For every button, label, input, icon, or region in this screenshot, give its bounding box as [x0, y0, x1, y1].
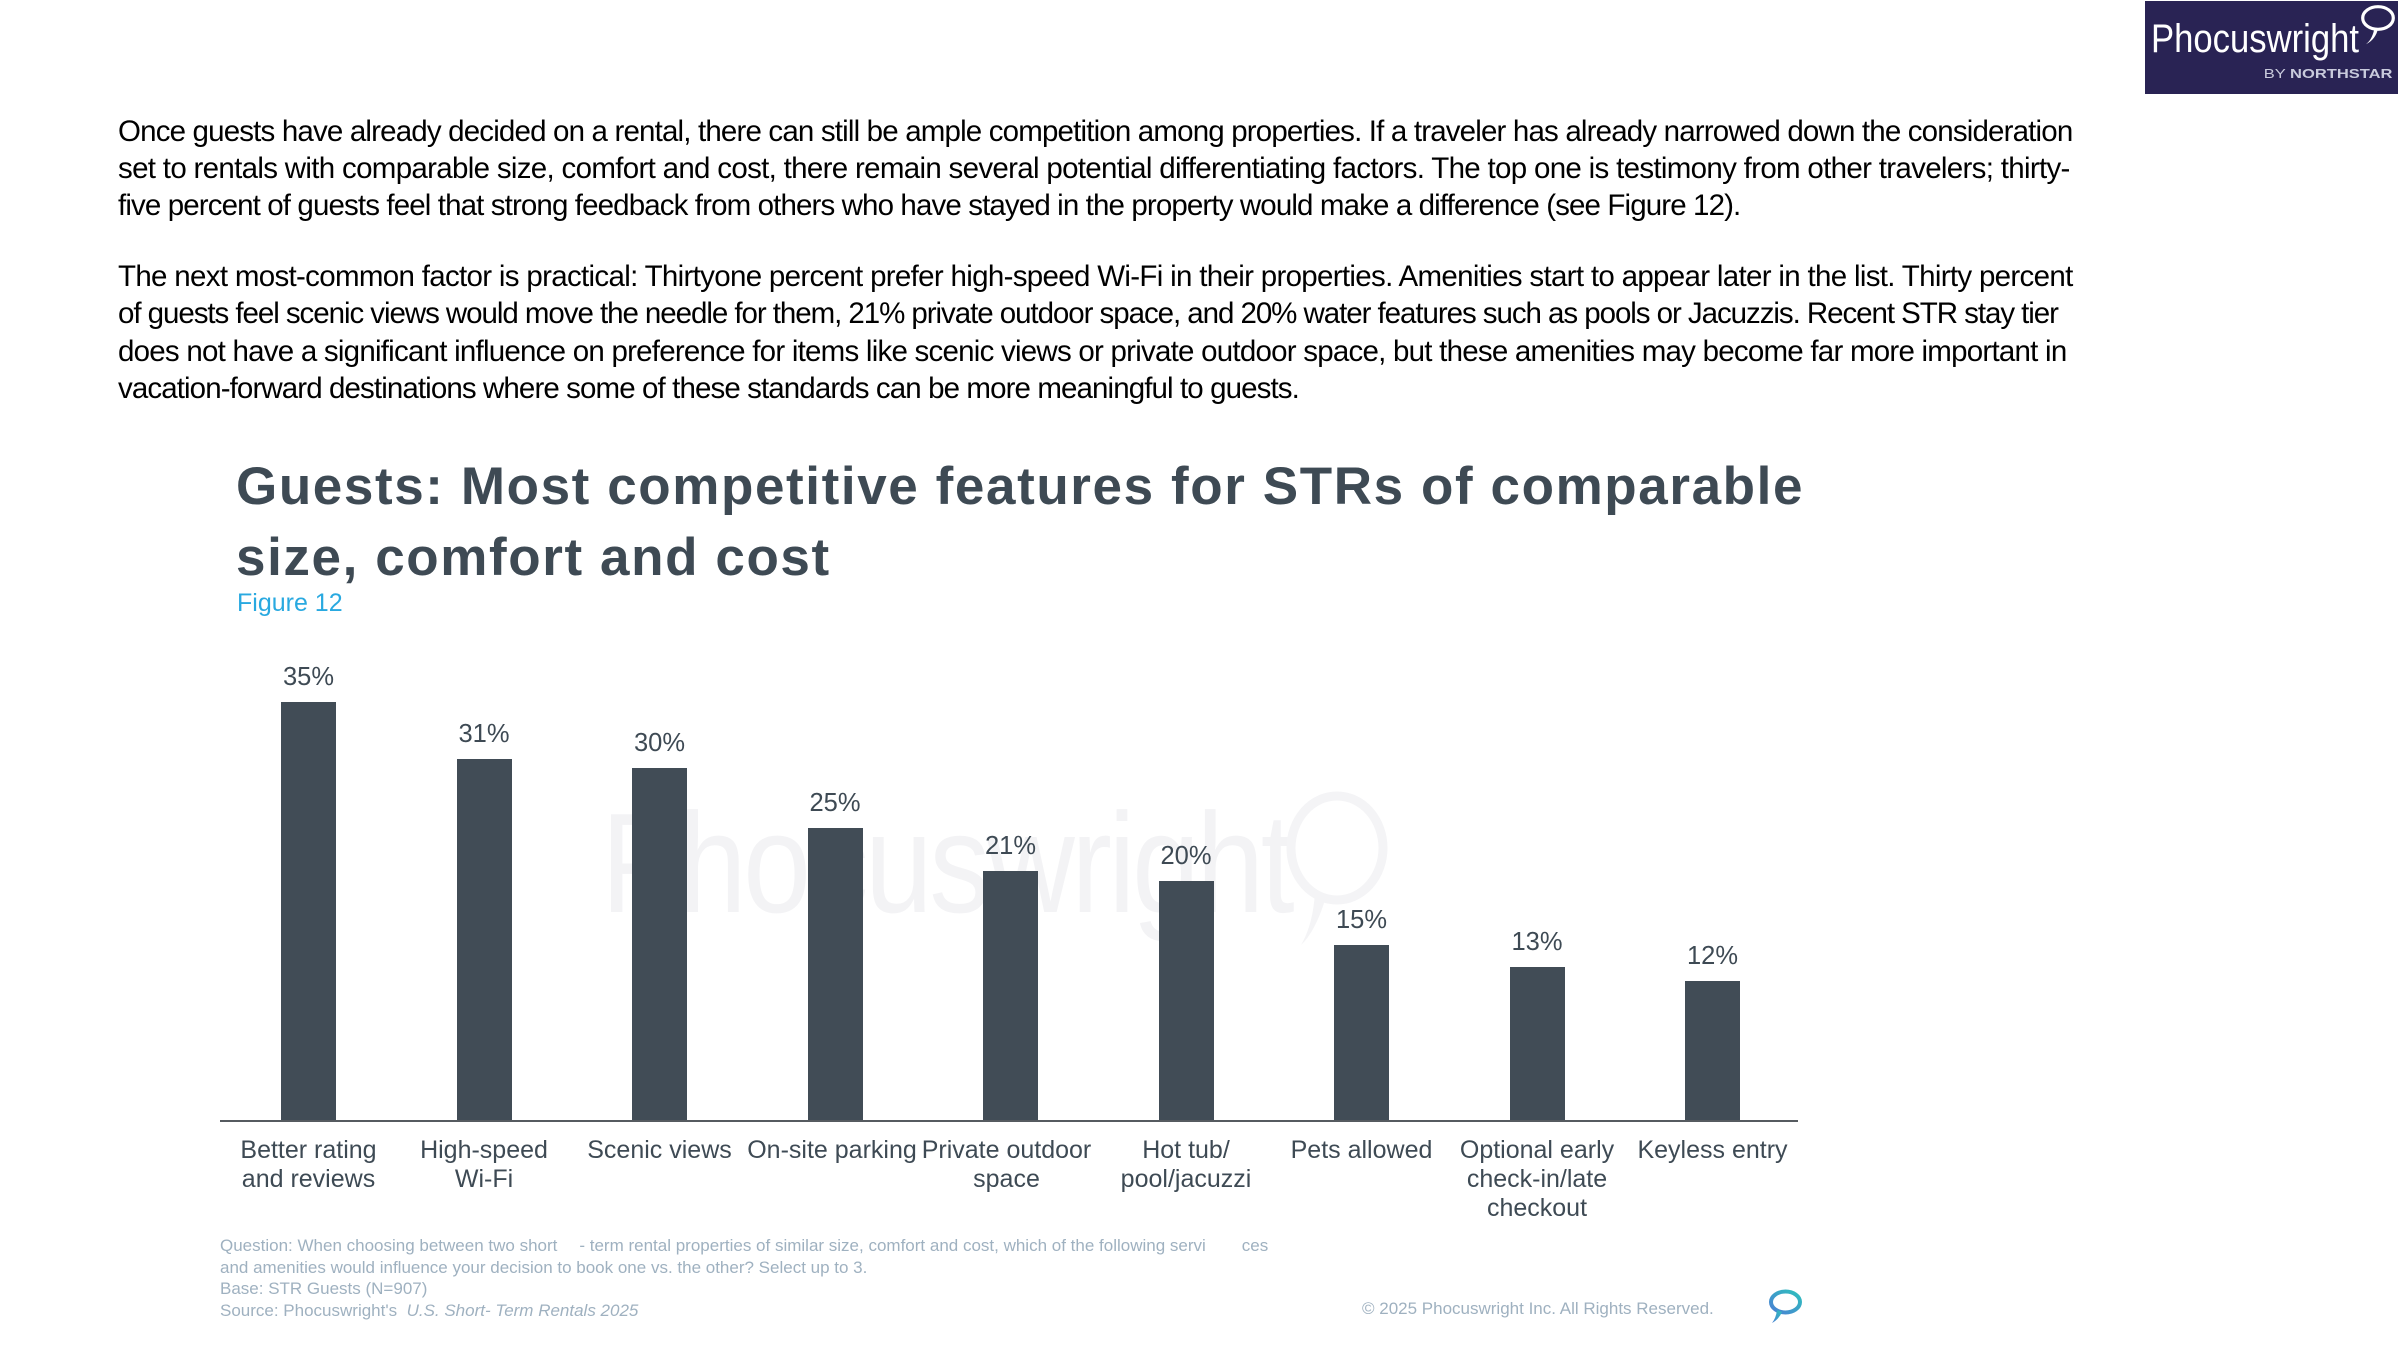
- svg-text:BY NORTHSTAR: BY NORTHSTAR: [2264, 67, 2393, 81]
- svg-text:Phocuswright: Phocuswright: [2151, 17, 2359, 61]
